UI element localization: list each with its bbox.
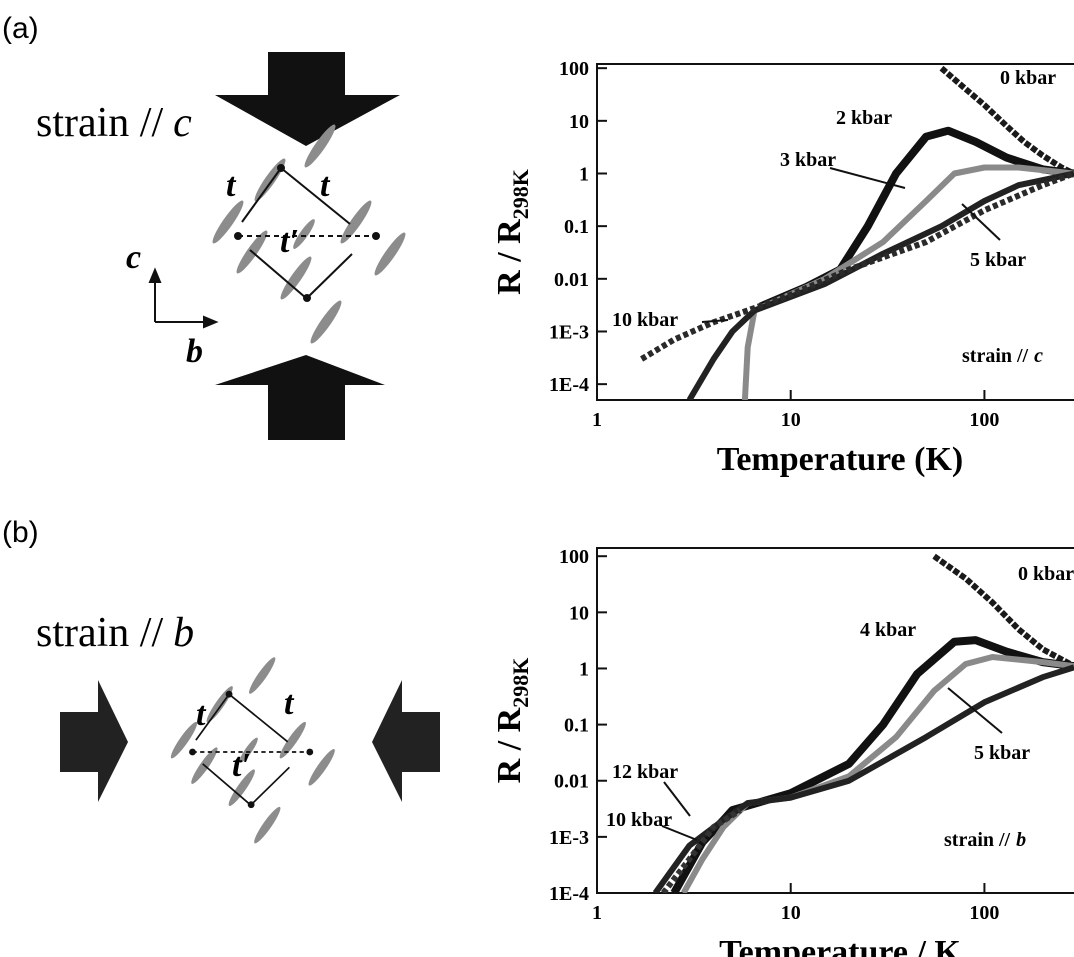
series-line — [741, 164, 1074, 400]
x-axis-label: Temperature / K — [719, 934, 961, 957]
series-line — [680, 654, 1074, 893]
annotation-arrow — [701, 319, 729, 323]
y-axis-label-sub: 298K — [508, 658, 533, 708]
x-tick-label: 10 — [781, 902, 801, 924]
series-label: 10 kbar — [612, 309, 678, 331]
chart: 1E-4 1E-3 0.01 0.1 1 10 100 1 10 100 Temperature (… — [491, 58, 1074, 478]
series-label: 4 kbar — [860, 619, 916, 641]
y-tick-label: 0.01 — [554, 269, 589, 291]
y-tick-label: 1 — [579, 658, 589, 680]
series-group — [640, 65, 1074, 400]
x-axis-label: Temperature (K) — [717, 441, 963, 478]
diagram-a: (a) strain //c t t t′ c b — [2, 12, 411, 440]
arrow — [215, 52, 400, 146]
x-tick-label: 1 — [592, 409, 602, 431]
y-tick-label: 100 — [559, 546, 589, 568]
charts: 1E-4 1E-3 0.01 0.1 1 10 100 1 10 100 Temperature (… — [491, 58, 1074, 957]
strain-label: strain //c — [36, 100, 192, 146]
series-label: 0 kbar — [1018, 563, 1074, 585]
axes-arrows — [148, 267, 219, 329]
series-label: 5 kbar — [974, 742, 1030, 764]
y-tick-label: 0.01 — [554, 771, 589, 793]
arrow — [60, 680, 128, 802]
series-label: 5 kbar — [970, 249, 1026, 271]
series-label: 10 kbar — [606, 809, 672, 831]
annotation-arrow — [661, 825, 698, 841]
y-tick-label: 1E-3 — [549, 827, 589, 849]
strain-text: strain // — [36, 610, 163, 656]
series-line — [660, 807, 743, 893]
y-axis-label-sub: 298K — [508, 169, 533, 219]
y-axis-label-main: R / R — [491, 219, 528, 295]
diagram-b: (b) strain //b t t t′ — [2, 516, 440, 847]
series-line — [652, 664, 1074, 893]
annotation-arrow — [829, 167, 906, 189]
y-axis-label: R / R298K — [491, 169, 533, 295]
annotation-arrow — [961, 203, 1001, 241]
strain-text: strain // — [36, 100, 163, 146]
y-tick-label: 1E-4 — [549, 374, 589, 396]
strain-note: strain //c — [962, 345, 1043, 367]
chart: 1E-4 1E-3 0.01 0.1 1 10 100 1 10 100 Temperature /… — [491, 546, 1074, 957]
x-tick-label: 100 — [969, 902, 999, 924]
series-group — [652, 553, 1074, 893]
plot-frame — [596, 63, 1074, 401]
strain-note-axis: c — [1034, 345, 1043, 367]
x-tick-label: 1 — [592, 902, 602, 924]
panel-label: (b) — [2, 516, 39, 549]
strain-note-text: strain // — [962, 345, 1029, 367]
strain-note-axis: b — [1016, 829, 1026, 851]
series-line — [932, 553, 1074, 669]
annotation-arrow — [947, 687, 1003, 734]
annotation-arrow — [663, 781, 691, 817]
y-axis-label: R / R298K — [491, 658, 533, 784]
y-tick-label: 1E-3 — [549, 321, 589, 343]
bond-label: t — [284, 685, 295, 722]
axis-label: b — [186, 333, 203, 370]
y-tick-label: 1E-4 — [549, 883, 589, 905]
y-tick-label: 0.1 — [564, 715, 589, 737]
strain-axis: b — [173, 610, 194, 656]
x-tick-label: 100 — [969, 409, 999, 431]
y-tick-label: 1 — [579, 163, 589, 185]
axis-label: c — [126, 239, 141, 276]
strain-note-text: strain // — [944, 829, 1011, 851]
bond-label: t′ — [232, 747, 251, 784]
bond-label: t′ — [280, 223, 299, 260]
x-tick-label: 10 — [781, 409, 801, 431]
panel-label: (a) — [2, 12, 39, 45]
strain-axis: c — [173, 100, 192, 146]
bond-label: t — [226, 167, 237, 204]
y-tick-label: 10 — [569, 602, 589, 624]
series-label: 12 kbar — [612, 761, 678, 783]
series-label: 2 kbar — [836, 107, 892, 129]
arrow — [215, 355, 385, 440]
strain-label: strain //b — [36, 610, 194, 656]
molecules — [207, 120, 411, 348]
y-axis-label-main: R / R — [491, 707, 528, 783]
strain-note: strain //b — [944, 829, 1026, 851]
plot-frame — [596, 547, 1074, 894]
bond-label: t — [196, 696, 207, 733]
molecules — [166, 654, 339, 847]
series-label: 3 kbar — [780, 149, 836, 171]
series-label: 0 kbar — [1000, 67, 1056, 89]
y-tick-label: 10 — [569, 111, 589, 133]
series-line — [640, 170, 1074, 362]
y-tick-label: 0.1 — [564, 216, 589, 238]
bond-label: t — [320, 167, 331, 204]
y-tick-label: 100 — [559, 58, 589, 80]
series-line — [939, 65, 1074, 177]
arrow — [372, 680, 440, 802]
series-line — [686, 170, 1074, 400]
